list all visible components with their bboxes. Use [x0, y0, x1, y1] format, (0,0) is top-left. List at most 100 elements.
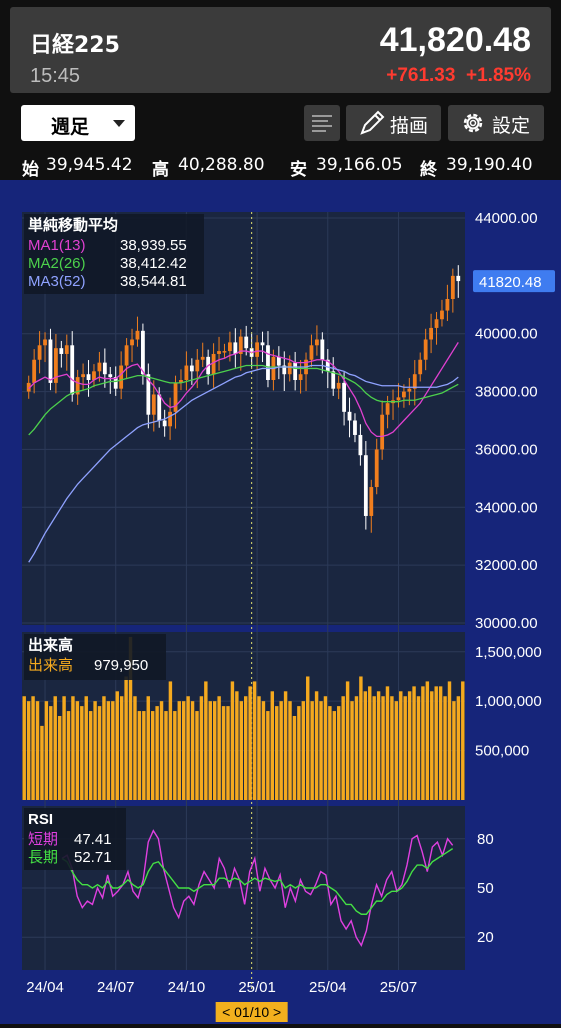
candle — [54, 334, 58, 394]
rsi-tick-label: 50 — [477, 880, 494, 897]
candle-body — [189, 365, 194, 372]
chart-area[interactable]: 44000.00 40000.00 38000.00 36000.00 34000.00… — [0, 180, 561, 1024]
volume-bar — [337, 706, 341, 800]
settings-button[interactable]: 設定 — [448, 105, 544, 141]
instrument-title: 日経225 — [30, 33, 120, 58]
candle-body — [353, 420, 357, 435]
candle-body — [179, 380, 183, 383]
candle-body — [135, 330, 140, 340]
candle — [173, 375, 178, 429]
candle — [363, 441, 368, 530]
candle-body — [260, 342, 265, 346]
price-legend-title: 単純移動平均 — [28, 216, 118, 234]
candle-body — [228, 342, 232, 352]
change-percent: +1.85% — [466, 65, 531, 86]
candle-body — [222, 351, 227, 353]
candle-body — [70, 345, 75, 395]
ma-legend-name: MA3(52) — [28, 273, 86, 290]
candle — [92, 364, 96, 388]
last-price-tag — [473, 270, 555, 293]
volume-bar — [208, 701, 212, 800]
last-price-label: 41820.48 — [479, 274, 542, 291]
candle-body — [298, 374, 303, 380]
candle-body — [282, 365, 287, 375]
candle-body — [108, 374, 113, 378]
stock-chart[interactable]: 44000.00 40000.00 38000.00 36000.00 34000.00… — [0, 180, 561, 1024]
high-label: 高 — [152, 160, 169, 180]
volume-bar — [226, 706, 230, 800]
volume-bar — [328, 706, 332, 800]
x-tick-label: 24/07 — [97, 979, 135, 996]
gear-icon — [463, 113, 483, 133]
candle-body — [315, 339, 319, 346]
volume-tick-label: 500,000 — [475, 743, 529, 760]
rsi-legend-name: 長期 — [28, 849, 58, 866]
volume-bar — [257, 696, 261, 800]
x-tick-label: 25/07 — [380, 979, 418, 996]
candle-body — [151, 394, 156, 415]
indicator-list-button[interactable] — [304, 105, 340, 141]
volume-bar — [341, 696, 345, 800]
candle — [320, 332, 325, 374]
volume-bar — [97, 706, 102, 800]
ma2-line — [28, 364, 459, 436]
candle-body — [48, 339, 53, 383]
volume-bar — [168, 681, 173, 800]
candle-body — [43, 339, 47, 346]
candle-body — [445, 299, 450, 311]
volume-bar — [425, 681, 430, 800]
candle — [184, 351, 189, 391]
volume-bar — [332, 711, 337, 800]
rsi-legend-value: 47.41 — [74, 831, 112, 848]
candle-body — [369, 487, 374, 516]
volume-bar — [275, 706, 279, 800]
candle-body — [233, 342, 238, 354]
volume-bar — [88, 711, 93, 800]
candle-body — [456, 275, 461, 282]
volume-bar — [31, 696, 35, 800]
candle-body — [238, 336, 243, 354]
candle — [418, 352, 423, 382]
volume-bar — [447, 681, 452, 800]
volume-bar — [177, 701, 181, 800]
draw-button[interactable]: 描画 — [346, 105, 441, 141]
candle — [331, 357, 336, 396]
volume-bar — [412, 686, 416, 800]
candle — [402, 384, 406, 408]
candle — [255, 335, 259, 371]
volume-bar — [35, 701, 40, 800]
period-select[interactable]: 週足 — [21, 105, 135, 141]
candle — [124, 338, 129, 380]
candle-body — [380, 414, 385, 450]
price-tick-label: 38000.00 — [475, 384, 538, 401]
volume-bar — [430, 691, 434, 800]
volume-bar — [310, 701, 314, 800]
volume-bar — [173, 711, 177, 800]
candle-body — [407, 388, 412, 392]
volume-bar — [57, 716, 62, 800]
volume-bar — [186, 696, 190, 800]
candle-body — [173, 382, 178, 412]
volume-bar — [301, 701, 306, 800]
close-label: 終 — [420, 160, 437, 180]
candle-body — [157, 394, 162, 421]
candle — [233, 328, 238, 368]
volume-bar — [146, 696, 150, 800]
candle-body — [86, 374, 91, 380]
volume-bar — [248, 686, 252, 800]
price-tick-label: 36000.00 — [475, 441, 538, 458]
ma-legend-name: MA1(13) — [28, 237, 86, 254]
caret-down-icon — [113, 120, 125, 127]
candle-body — [276, 356, 281, 366]
pencil-icon — [360, 110, 385, 135]
candle-body — [385, 403, 390, 415]
volume-bar — [195, 711, 199, 800]
price-tick-label: 44000.00 — [475, 210, 538, 227]
volume-bar — [283, 691, 288, 800]
volume-bar — [199, 696, 204, 800]
cursor-date-tag — [215, 1002, 288, 1022]
rsi-tick-label: 80 — [477, 831, 494, 848]
volume-bar — [133, 696, 137, 800]
candle — [445, 284, 450, 321]
ma-legend-name: MA2(26) — [28, 255, 86, 272]
